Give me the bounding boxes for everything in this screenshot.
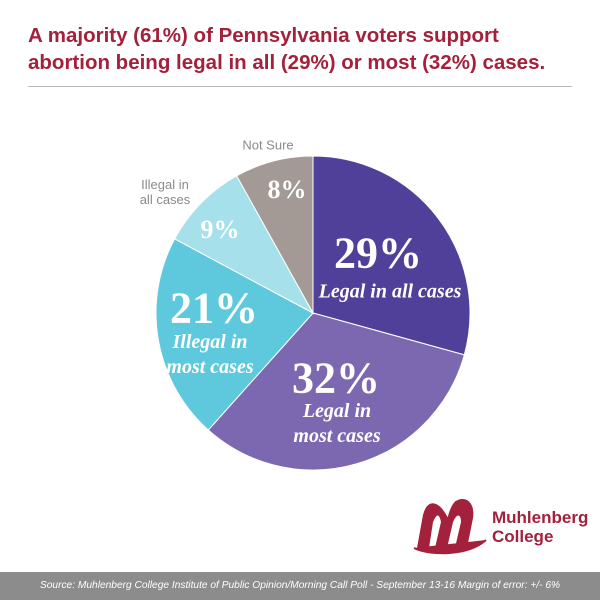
pie-slice [155,238,314,431]
value-label: 9% [200,215,240,244]
chart-title: A majority (61%) of Pennsylvania voters … [28,24,546,74]
pie-slice [235,155,314,315]
category-label: Legal in all cases [318,280,462,303]
divider [28,86,572,87]
logo-text: Muhlenberg College [492,508,589,546]
category-label: Illegal in all cases [139,177,191,207]
value-label: 8% [267,175,307,204]
category-label: Illegal in most cases [166,331,254,378]
value-label: 32% [292,353,380,403]
value-label: 21% [170,283,258,333]
category-label: Legal in most cases [293,400,381,447]
pie-slice [312,155,471,356]
pie-slice [173,175,315,315]
value-label: 29% [334,228,422,278]
pie-slice [207,312,465,471]
source-note: Source: Muhlenberg College Institute of … [0,572,600,600]
category-label: Not Sure [242,137,294,153]
logo-icon [413,499,487,555]
pie [155,155,471,471]
